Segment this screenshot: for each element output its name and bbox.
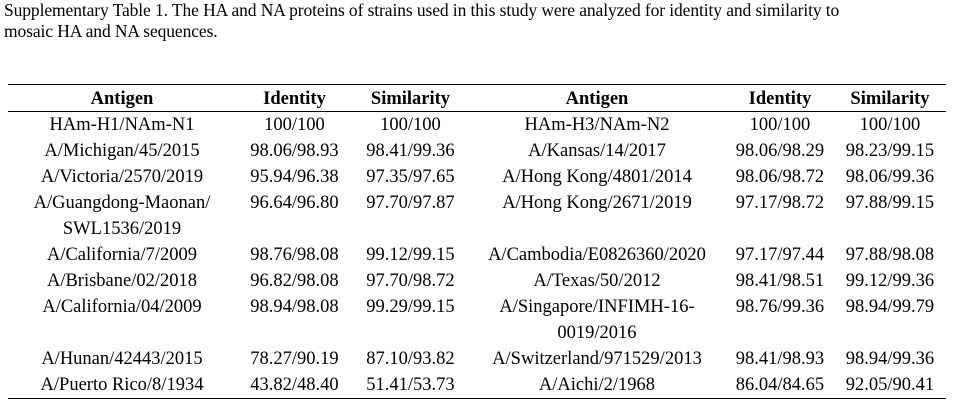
table-cell: A/California/7/2009 xyxy=(46,245,198,265)
table-cell: A/Victoria/2570/2019 xyxy=(40,167,204,187)
table-caption: Supplementary Table 1. The HA and NA pro… xyxy=(4,0,960,42)
table-row: A/Puerto Rico/8/1934 43.82/48.40 51.41/5… xyxy=(8,372,946,399)
table-cell: 96.64/96.80 xyxy=(250,193,339,213)
table-cell: 100/100 xyxy=(859,115,921,135)
cell-line: 0019/2016 xyxy=(557,323,637,343)
table-cell: 97.17/97.44 xyxy=(735,245,825,265)
header-identity: Identity xyxy=(263,89,326,109)
table-cell: 98.06/98.29 xyxy=(735,141,825,161)
table-cell: 97.70/98.72 xyxy=(366,271,455,291)
caption-line-1: Supplementary Table 1. The HA and NA pro… xyxy=(4,0,840,20)
table-row: A/California/7/2009 98.76/98.08 99.12/99… xyxy=(8,242,946,268)
table-cell: A/Texas/50/2012 xyxy=(533,271,661,291)
caption-line-2: mosaic HA and NA sequences. xyxy=(4,21,218,41)
table-cell: 87.10/93.82 xyxy=(366,349,455,369)
table-cell: HAm-H3/NAm-N2 xyxy=(524,115,670,135)
table-header: Antigen Identity Similarity Antigen Iden… xyxy=(8,84,946,112)
cell-line: A/Guangdong-Maonan/ xyxy=(33,193,211,213)
table-cell: 98.41/98.51 xyxy=(735,271,825,291)
table-row: HAm-H1/NAm-N1 100/100 100/100 HAm-H3/NAm… xyxy=(8,112,946,139)
table-cell: A/Guangdong-Maonan/ SWL1536/2019 xyxy=(8,190,236,242)
table-cell: A/Brisbane/02/2018 xyxy=(46,271,198,291)
table-cell: 97.88/99.15 xyxy=(845,193,935,213)
table-cell: A/Switzerland/971529/2013 xyxy=(492,349,702,369)
table-cell: 100/100 xyxy=(749,115,811,135)
table-cell: A/Michigan/45/2015 xyxy=(44,141,200,161)
header-similarity: Similarity xyxy=(850,89,930,109)
table-cell: 99.29/99.15 xyxy=(366,297,455,317)
table-cell: 99.12/99.36 xyxy=(845,271,935,291)
table-cell: 98.94/99.36 xyxy=(845,349,935,369)
table-cell: 98.06/98.93 xyxy=(250,141,339,161)
table-cell: 98.06/99.36 xyxy=(845,167,935,187)
table-cell: 97.70/97.87 xyxy=(366,193,455,213)
table-cell: 98.23/99.15 xyxy=(845,141,935,161)
table-row: A/Hunan/42443/2015 78.27/90.19 87.10/93.… xyxy=(8,346,946,372)
table-row: A/Guangdong-Maonan/ SWL1536/2019 96.64/9… xyxy=(8,190,946,242)
table-cell: 98.41/99.36 xyxy=(366,141,455,161)
table-body: HAm-H1/NAm-N1 100/100 100/100 HAm-H3/NAm… xyxy=(8,112,946,399)
table-row: A/Brisbane/02/2018 96.82/98.08 97.70/98.… xyxy=(8,268,946,294)
cell-line: SWL1536/2019 xyxy=(62,219,182,239)
table-cell: A/California/04/2009 xyxy=(42,297,202,317)
table-cell: A/Aichi/2/1968 xyxy=(538,375,656,395)
table-cell: HAm-H1/NAm-N1 xyxy=(49,115,195,135)
table-cell: 43.82/48.40 xyxy=(250,375,339,395)
table-cell: 98.06/98.72 xyxy=(735,167,825,187)
table-cell: 98.41/98.93 xyxy=(735,349,825,369)
header-antigen: Antigen xyxy=(565,89,629,109)
table-cell: A/Singapore/INFIMH-16- 0019/2016 xyxy=(468,294,726,346)
table-cell: 97.17/98.72 xyxy=(735,193,825,213)
header-antigen: Antigen xyxy=(90,89,154,109)
table-cell: 99.12/99.15 xyxy=(366,245,455,265)
table-cell: A/Hong Kong/2671/2019 xyxy=(502,193,692,213)
table-cell: 96.82/98.08 xyxy=(250,271,339,291)
table-cell: 86.04/84.65 xyxy=(735,375,825,395)
table-cell: 51.41/53.73 xyxy=(366,375,455,395)
table-cell: 100/100 xyxy=(264,115,325,135)
table-cell: A/Hong Kong/4801/2014 xyxy=(502,167,692,187)
table-cell: 78.27/90.19 xyxy=(250,349,339,369)
header-identity: Identity xyxy=(748,89,812,109)
table-row: A/Michigan/45/2015 98.06/98.93 98.41/99.… xyxy=(8,138,946,164)
table-cell: 92.05/90.41 xyxy=(845,375,935,395)
identity-similarity-table: Antigen Identity Similarity Antigen Iden… xyxy=(8,84,946,399)
header-row: Antigen Identity Similarity Antigen Iden… xyxy=(8,84,946,112)
table-cell: A/Kansas/14/2017 xyxy=(528,141,666,161)
table-cell: 98.76/99.36 xyxy=(735,297,825,317)
table-row: A/Victoria/2570/2019 95.94/96.38 97.35/9… xyxy=(8,164,946,190)
table-cell: 100/100 xyxy=(380,115,441,135)
table-cell: A/Hunan/42443/2015 xyxy=(41,349,203,369)
table-cell: A/Puerto Rico/8/1934 xyxy=(40,375,204,395)
table-cell: 98.76/98.08 xyxy=(250,245,339,265)
table-cell: 97.35/97.65 xyxy=(366,167,455,187)
table-cell: 97.88/98.08 xyxy=(845,245,935,265)
header-similarity: Similarity xyxy=(370,89,451,109)
table-cell: 98.94/98.08 xyxy=(250,297,339,317)
cell-line: A/Singapore/INFIMH-16- xyxy=(499,297,695,317)
table-row: A/California/04/2009 98.94/98.08 99.29/9… xyxy=(8,294,946,346)
table-cell: A/Cambodia/E0826360/2020 xyxy=(488,245,706,265)
table-cell: 95.94/96.38 xyxy=(250,167,339,187)
table-cell: 98.94/99.79 xyxy=(845,297,935,317)
